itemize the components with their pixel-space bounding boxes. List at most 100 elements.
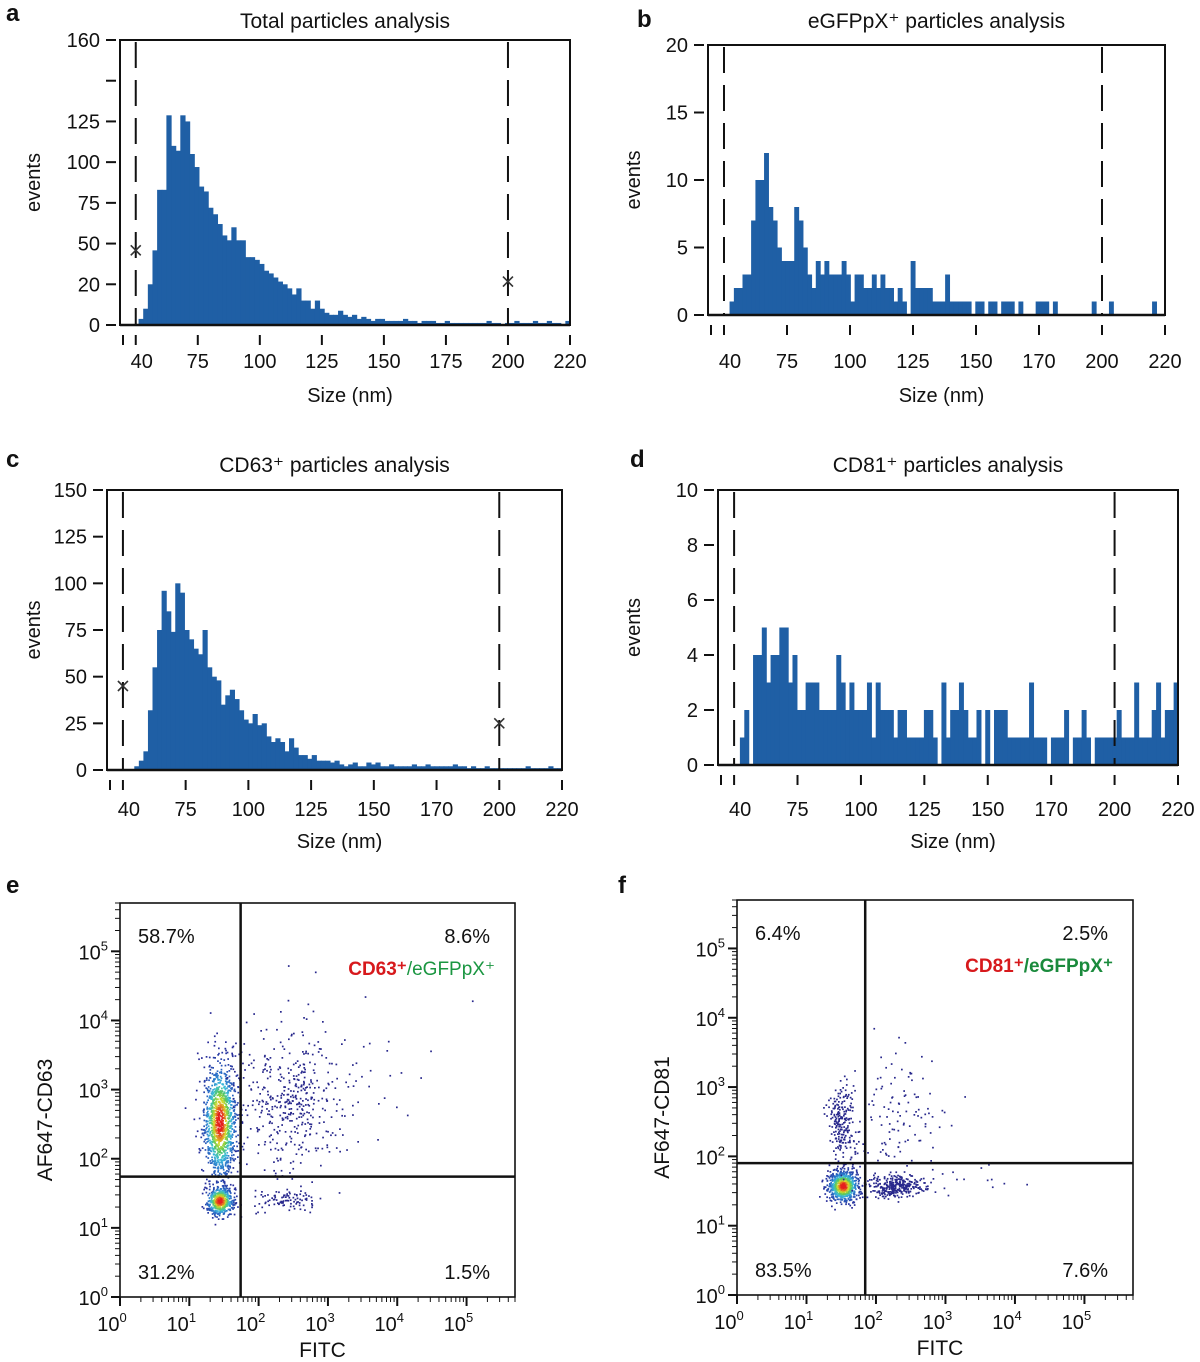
scatter-point (877, 1180, 879, 1183)
scatter-point (202, 1109, 205, 1112)
scatter-point (218, 1214, 221, 1217)
scatter-point (210, 1092, 213, 1095)
histogram-bar (785, 261, 791, 315)
scatter-point (871, 1100, 874, 1102)
scatter-point (211, 1144, 213, 1146)
scatter-point (842, 1178, 845, 1181)
scatter-point (226, 1111, 228, 1114)
scatter-point (852, 1176, 854, 1178)
scatter-point (214, 1223, 217, 1226)
scatter-point (227, 1202, 230, 1204)
scatter-point (218, 1202, 221, 1205)
scatter-point (847, 1167, 850, 1169)
scatter-point (908, 1180, 911, 1183)
scatter-point (834, 1158, 837, 1160)
scatter-point (235, 1075, 238, 1077)
y-tick-label: 105 (696, 935, 725, 961)
scatter-point (225, 1098, 227, 1101)
histogram-bar (461, 766, 468, 770)
scatter-point (212, 1127, 215, 1129)
histogram-bar (147, 284, 154, 325)
scatter-point (217, 1145, 219, 1148)
scatter-point (246, 1114, 249, 1117)
scatter-point (279, 1101, 281, 1103)
scatter-point (852, 1163, 854, 1166)
scatter-point (219, 1092, 221, 1095)
scatter-point (216, 1108, 218, 1111)
scatter-point (915, 1186, 918, 1188)
scatter-point (211, 1135, 213, 1138)
scatter-point (231, 1065, 233, 1068)
scatter-point (271, 1116, 274, 1118)
scatter-point (211, 1123, 214, 1126)
scatter-point (903, 1171, 906, 1173)
scatter-point (214, 1193, 216, 1195)
scatter-point (848, 1181, 850, 1183)
scatter-point (846, 1130, 849, 1133)
scatter-point (846, 1171, 848, 1174)
scatter-point (290, 1130, 293, 1133)
scatter-point (226, 1087, 228, 1090)
scatter-point (230, 1130, 232, 1133)
scatter-point (906, 1183, 909, 1185)
scatter-point (843, 1118, 846, 1120)
histogram-bar (316, 760, 322, 770)
scatter-point (851, 1182, 854, 1184)
y-tick-label: 104 (696, 1005, 725, 1031)
scatter-point (283, 1194, 285, 1197)
scatter-point (891, 1179, 894, 1181)
scatter-point (214, 1107, 217, 1109)
scatter-point (220, 1134, 222, 1137)
scatter-point (205, 1203, 207, 1206)
scatter-point (280, 1094, 283, 1097)
scatter-point (312, 1069, 315, 1072)
scatter-point (227, 1128, 229, 1131)
scatter-point (846, 1188, 849, 1191)
scatter-point (318, 1086, 320, 1089)
scatter-point (217, 1137, 220, 1140)
scatter-point (892, 1187, 895, 1190)
scatter-point (224, 1210, 227, 1213)
scatter-point (231, 1083, 233, 1086)
tick-exponent: 1 (718, 1213, 725, 1228)
scatter-point (210, 1116, 212, 1118)
scatter-point (225, 1174, 227, 1176)
scatter-point (220, 1090, 223, 1093)
scatter-point (256, 1127, 258, 1129)
scatter-point (219, 1212, 221, 1215)
scatter-point (216, 1159, 219, 1162)
scatter-point (849, 1175, 851, 1178)
scatter-point (214, 1207, 217, 1210)
x-tick-label: 102 (236, 1310, 265, 1336)
scatter-point (235, 1042, 237, 1045)
scatter-point (306, 1086, 308, 1088)
scatter-point (219, 1147, 222, 1150)
scatter-point (912, 1185, 914, 1188)
x-tick-label: 40 (131, 351, 153, 373)
y-axis-label: events (623, 598, 645, 657)
scatter-point (310, 1123, 313, 1126)
scatter-point (234, 1112, 236, 1115)
histogram-bar (279, 742, 286, 770)
scatter-point (848, 1140, 851, 1143)
scatter-point (829, 1175, 832, 1178)
scatter-point (262, 1069, 265, 1071)
scatter-point (231, 1055, 234, 1058)
scatter-point (203, 1188, 205, 1191)
scatter-point (282, 1200, 285, 1202)
scatter-point (276, 1157, 278, 1160)
scatter-point (212, 1193, 214, 1195)
scatter-point (844, 1176, 846, 1179)
scatter-point (892, 1192, 895, 1195)
histogram-bar (820, 274, 825, 315)
scatter-point (211, 1140, 214, 1143)
scatter-point (833, 1188, 836, 1190)
scatter-point (235, 1113, 238, 1116)
scatter-point (211, 1093, 213, 1096)
scatter-point (233, 1108, 236, 1111)
scatter-point (839, 1201, 842, 1204)
scatter-point (218, 1162, 221, 1164)
scatter-point (285, 1143, 287, 1146)
scatter-point (889, 1194, 891, 1197)
y-tick-label: 100 (54, 573, 87, 595)
